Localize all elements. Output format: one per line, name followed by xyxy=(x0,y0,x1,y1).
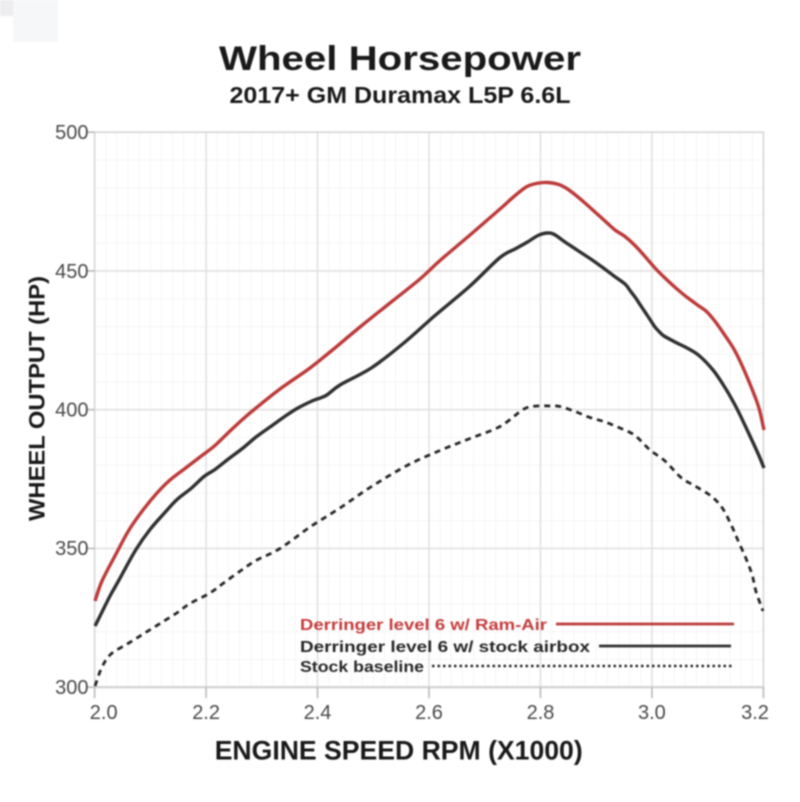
svg-text:2.0: 2.0 xyxy=(90,702,118,724)
svg-text:Wheel Horsepower: Wheel Horsepower xyxy=(219,40,581,78)
svg-text:Stock baseline: Stock baseline xyxy=(300,659,424,676)
svg-text:2.6: 2.6 xyxy=(415,702,443,724)
svg-text:400: 400 xyxy=(55,400,88,422)
svg-text:500: 500 xyxy=(55,122,88,144)
svg-text:3.0: 3.0 xyxy=(638,702,666,724)
svg-text:300: 300 xyxy=(55,677,88,699)
svg-text:2.4: 2.4 xyxy=(304,702,332,724)
svg-text:2017+ GM Duramax L5P 6.6L: 2017+ GM Duramax L5P 6.6L xyxy=(230,82,571,108)
svg-text:350: 350 xyxy=(55,538,88,560)
svg-text:WHEEL OUTPUT (HP): WHEEL OUTPUT (HP) xyxy=(24,276,49,521)
svg-text:Derringer level 6 w/ Ram-Air: Derringer level 6 w/ Ram-Air xyxy=(300,617,547,634)
svg-text:ENGINE SPEED RPM (X1000): ENGINE SPEED RPM (X1000) xyxy=(215,736,583,766)
svg-text:450: 450 xyxy=(55,261,88,283)
svg-text:2.8: 2.8 xyxy=(527,702,555,724)
svg-text:2.2: 2.2 xyxy=(192,702,220,724)
svg-text:Derringer level 6 w/ stock air: Derringer level 6 w/ stock airbox xyxy=(300,639,590,656)
svg-text:3.2: 3.2 xyxy=(741,702,769,724)
